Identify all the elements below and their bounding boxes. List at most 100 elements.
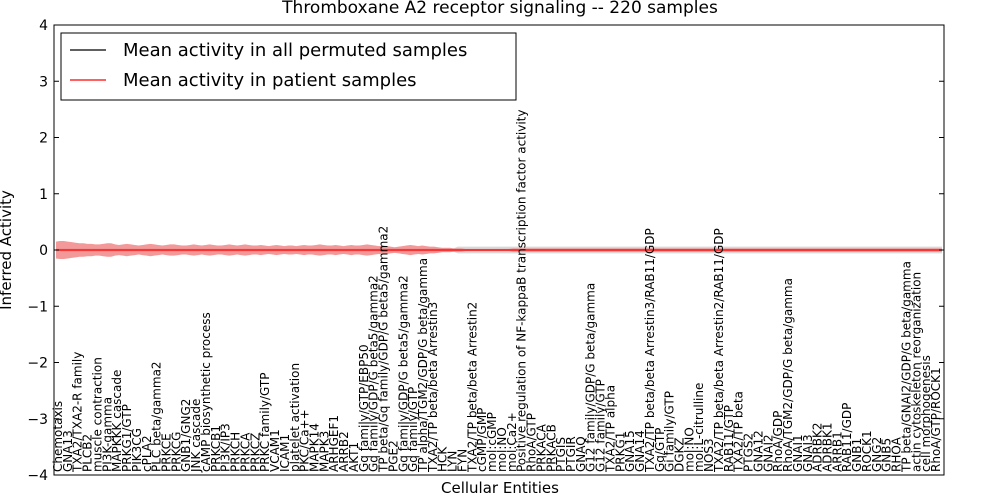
entity-label-83: GNG2 xyxy=(870,437,884,472)
entity-label-2: TXA2/TXA2-R family xyxy=(71,352,85,473)
entity-label-39: HCK xyxy=(436,446,450,472)
entity-label-65: mol:L-citrulline xyxy=(692,383,706,472)
entity-label-54: G12 family/GDP/G beta/gamma xyxy=(584,283,598,472)
entity-label-80: RAB11/GDP xyxy=(840,403,854,472)
entity-label-68: RAB11/GTP xyxy=(722,405,736,472)
entity-label-35: Gq family/GDP/G beta5/gamma2 xyxy=(396,275,410,472)
entity-label-79: ARRB1 xyxy=(830,431,844,472)
entity-label-89: RhoA/GTP/ROCK1 xyxy=(929,367,943,472)
entity-label-88: cell morphogenesis xyxy=(919,355,933,472)
entity-label-4: muscle contraction xyxy=(91,357,105,472)
entity-label-60: TXA2/TP beta/beta Arrestin3/RAB11/GDP xyxy=(643,228,657,473)
entity-label-76: GNAI3 xyxy=(801,434,815,472)
y-tick-label-8: 4 xyxy=(39,18,48,34)
entity-label-74: RhoA/TGM2/GDP/G beta/gamma xyxy=(781,278,795,472)
entity-label-33: TP beta/Gq family/GDP/G beta5/gamma2 xyxy=(377,226,391,473)
entity-label-73: RhoA/GDP xyxy=(771,411,785,472)
entity-label-70: PTGS2 xyxy=(742,433,756,472)
entity-label-42: TXA2/TP beta/beta Arrestin2 xyxy=(465,302,479,473)
entity-label-21: PRKC family/GTP xyxy=(258,373,272,473)
entity-label-28: ARHGEF1 xyxy=(327,415,341,472)
entity-label-23: ICAM1 xyxy=(278,434,292,472)
y-tick-label-1: −3 xyxy=(27,412,48,428)
entity-label-11: PRKCE xyxy=(160,433,174,472)
entity-label-25: PKC/Ca++ xyxy=(298,409,312,472)
entity-label-17: PI3K/IP3 xyxy=(219,423,233,472)
entity-label-12: PRKCG xyxy=(169,432,183,472)
y-axis: −4 −3 −2 −1 0 1 2 3 4 xyxy=(27,18,944,484)
entity-label-22: VCAM1 xyxy=(268,429,282,472)
entity-label-8: PIK3CG xyxy=(130,428,144,472)
entity-label-82: ROCK1 xyxy=(860,430,874,472)
entity-label-45: mol:NO xyxy=(495,427,509,472)
entity-label-44: mol:cGMP xyxy=(485,412,499,472)
entity-label-36: Gq family/GTP xyxy=(406,387,420,472)
entity-label-50: PRKACB xyxy=(544,424,558,472)
y-tick-label-0: −4 xyxy=(27,468,48,484)
entity-label-40: LYN xyxy=(446,451,460,472)
entity-label-61: Gq/GTP xyxy=(653,428,667,472)
entity-label-34: PGE2 xyxy=(386,440,400,472)
entity-label-37: TP alpha/TGM2/GDP/G beta/gamma xyxy=(416,258,430,473)
entity-label-16: PRKCB1 xyxy=(209,425,223,472)
entity-label-57: PRKG1 xyxy=(613,432,627,472)
entity-label-19: PRKCA xyxy=(238,432,252,472)
entity-label-27: MAPK3 xyxy=(317,431,331,472)
entity-label-67: TXA2/TP beta/beta Arrestin2/RAB11/GDP xyxy=(712,228,726,473)
entity-label-51: PTGIS xyxy=(554,437,568,472)
entity-label-41: FYN xyxy=(456,449,470,472)
chart-title: Thromboxane A2 receptor signaling -- 220… xyxy=(281,0,718,18)
entity-label-72: GNAI2 xyxy=(761,434,775,472)
entity-label-84: GNB5 xyxy=(880,438,894,472)
entity-label-53: GNAQ xyxy=(574,436,588,472)
legend-label-permuted: Mean activity in all permuted samples xyxy=(123,40,467,61)
y-tick-label-5: 1 xyxy=(39,187,48,203)
entity-label-78: ADRBK1 xyxy=(821,422,835,472)
legend: Mean activity in all permuted samples Me… xyxy=(60,32,517,101)
entity-label-58: GNA15 xyxy=(623,430,637,472)
entity-label-55: G12 family/GTP xyxy=(594,379,608,472)
entity-label-26: MAPK14 xyxy=(308,423,322,472)
entity-label-3: PLCB2 xyxy=(81,434,95,472)
entity-label-31: Gq family/GTP/EBP50 xyxy=(357,344,371,472)
entity-label-75: GNAI1 xyxy=(791,434,805,472)
entity-label-9: cPLA2 xyxy=(140,435,154,472)
entity-label-43: cGMP/GMP xyxy=(475,408,489,472)
entity-label-87: actin cytoskeleton reorganization xyxy=(909,272,923,472)
entity-label-69: TXA2/TP beta xyxy=(732,391,746,473)
entity-label-14: JNK cascade xyxy=(189,399,203,473)
entity-label-6: MAPKKK cascade xyxy=(110,370,124,472)
legend-box xyxy=(60,32,517,101)
entity-label-47: Positive regulation of NF-kappaB transcr… xyxy=(515,110,529,473)
entity-label-20: PRKCZ xyxy=(248,433,262,472)
entity-label-10: PLC beta/gamma2 xyxy=(150,361,164,472)
entity-label-81: GNB1 xyxy=(850,438,864,472)
entity-label-59: GNA14 xyxy=(633,430,647,472)
entity-label-71: GNA12 xyxy=(751,430,765,472)
entity-label-1: GNA13 xyxy=(61,430,75,472)
entity-label-49: PRKACA xyxy=(534,423,548,472)
x-axis-label: Cellular Entities xyxy=(441,479,559,497)
entity-label-38: TXA2/TP beta/beta Arrestin3 xyxy=(426,302,440,473)
y-tick-label-6: 2 xyxy=(39,131,48,147)
entity-label-15: cAMP biosynthetic process xyxy=(199,312,213,472)
y-tick-label-2: −2 xyxy=(27,356,48,372)
entity-label-13: GNB1/GNG2 xyxy=(179,399,193,472)
y-tick-label-3: −1 xyxy=(27,299,48,315)
entity-label-18: PRKCH xyxy=(229,432,243,472)
entity-label-29: ARRB2 xyxy=(337,431,351,472)
y-axis-label: Inferred Activity xyxy=(0,190,15,310)
entity-label-7: PRKG1/GTP xyxy=(120,404,134,472)
entity-label-63: DGKZ xyxy=(673,437,687,472)
entity-label-77: ADRBK2 xyxy=(811,422,825,472)
entity-label-30: AKT1 xyxy=(347,442,361,472)
entity-label-24: platelet activation xyxy=(288,363,302,472)
y-tick-label-4: 0 xyxy=(39,243,48,259)
entity-label-56: TXA2/TP alpha xyxy=(603,385,617,473)
entity-label-86: TP beta/GNAI2/GDP/G beta/gamma xyxy=(899,261,913,473)
entity-label-64: mol:NO xyxy=(682,427,696,472)
entity-label-46: mol:Ca2+ xyxy=(505,412,519,472)
y-tick-label-7: 3 xyxy=(39,74,48,90)
